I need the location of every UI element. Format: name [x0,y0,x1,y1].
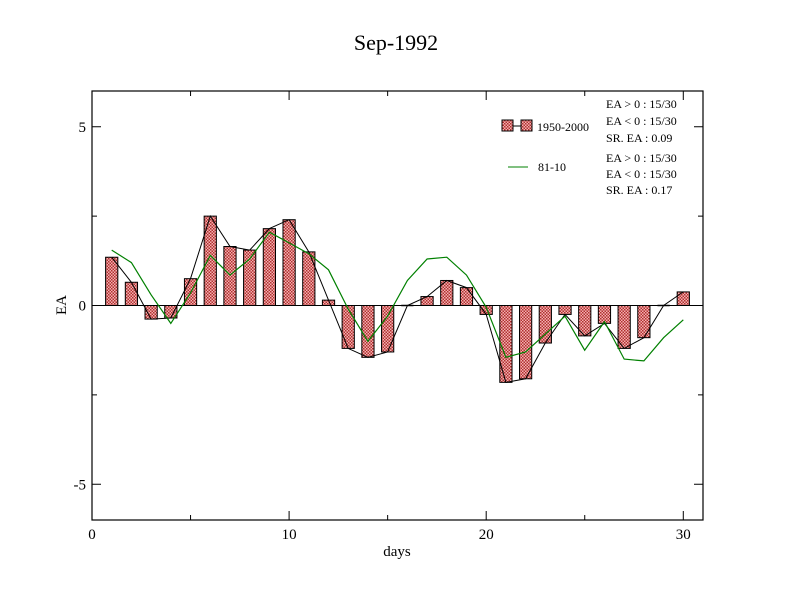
legend-stat: EA < 0 : 15/30 [606,167,677,181]
y-tick-label: -5 [74,477,87,493]
bar [499,305,513,383]
legend-label-line: 81-10 [538,160,566,174]
x-tick-label: 20 [479,527,494,543]
series-line-81-10 [111,231,684,362]
legend-stat: EA > 0 : 15/30 [606,97,677,111]
bar [637,305,651,339]
y-axis-label: EA [54,295,70,315]
bar [420,296,434,306]
bar [302,251,316,306]
legend-stat: EA < 0 : 15/30 [606,114,677,128]
x-tick-label: 10 [282,527,297,543]
y-tick-label: 5 [79,120,87,136]
y-tick-label: 0 [79,299,87,315]
x-tick-label: 0 [88,527,96,543]
bar [223,246,237,306]
bar [124,281,139,307]
bar [341,305,355,349]
bar [617,305,631,349]
bar-series-line [111,214,684,383]
x-axis-label: days [383,544,411,560]
legend: 1950-2000 81-10 EA > 0 : 15/30 EA < 0 : … [501,97,677,197]
legend-stat: SR. EA : 0.17 [606,183,672,197]
bar [459,287,474,306]
legend-swatch-bar-left [501,119,514,132]
bar [282,219,296,306]
legend-label-bars: 1950-2000 [537,120,589,134]
bar [676,291,690,307]
plot-area: 0 10 20 30 -5 0 5 [74,90,704,543]
x-tick-label: 30 [676,527,691,543]
bar [381,305,395,353]
bar [519,305,533,380]
bar [558,305,572,315]
bar [105,256,119,306]
legend-swatch-bar-right [520,119,533,132]
legend-stat: EA > 0 : 15/30 [606,151,677,165]
bar [262,228,276,306]
chart-title: Sep-1992 [354,30,438,55]
bar [144,305,158,320]
legend-stat: SR. EA : 0.09 [606,131,672,145]
bar [361,305,375,358]
